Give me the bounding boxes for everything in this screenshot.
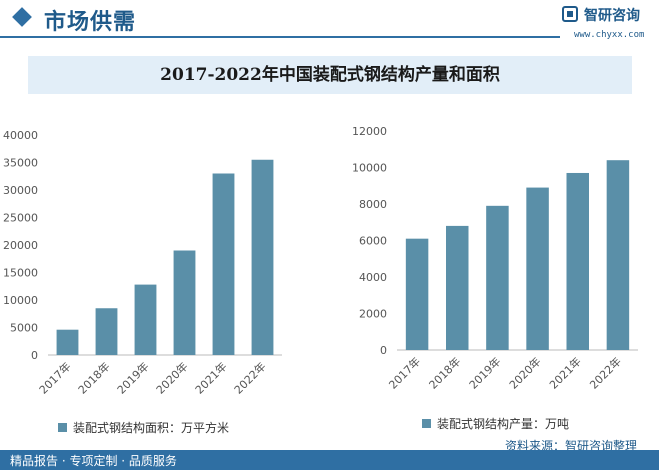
bar [95, 308, 118, 355]
y-tick-label: 15000 [3, 267, 38, 280]
y-tick-label: 0 [380, 344, 387, 357]
bar [56, 329, 79, 355]
y-tick-label: 40000 [3, 129, 38, 142]
y-tick-label: 5000 [10, 322, 38, 335]
bar [486, 205, 509, 350]
logo-icon [562, 6, 578, 22]
y-tick-label: 35000 [3, 157, 38, 170]
bar [566, 172, 589, 350]
title-band: 2017-2022年中国装配式钢结构产量和面积 [28, 56, 632, 94]
header-divider [0, 36, 560, 38]
section-title: 市场供需 [44, 10, 137, 35]
bar [251, 159, 274, 355]
y-tick-label: 12000 [352, 125, 387, 138]
brand-url[interactable]: www.chyxx.com [574, 30, 645, 40]
brand-name: 智研咨询 [584, 8, 640, 24]
x-tick-label: 2020年 [506, 354, 543, 391]
y-tick-label: 20000 [3, 239, 38, 252]
y-tick-label: 4000 [359, 271, 387, 284]
x-tick-label: 2021年 [546, 354, 583, 391]
legend-label: 装配式钢结构产量：万吨 [437, 416, 569, 431]
y-tick-label: 8000 [359, 198, 387, 211]
x-tick-label: 2017年 [386, 354, 423, 391]
y-tick-label: 30000 [3, 184, 38, 197]
bar [212, 173, 235, 355]
output-bar-chart: 0 2000 4000 6000 8000 10000 12000 2017年 2018年 201… [352, 125, 638, 431]
bar [446, 225, 469, 350]
bar [134, 284, 157, 355]
y-tick-label: 2000 [359, 308, 387, 321]
chart-title: 2017-2022年中国装配式钢结构产量和面积 [160, 65, 500, 85]
y-tick-label: 0 [31, 349, 38, 362]
bar [526, 187, 549, 350]
x-tick-label: 2018年 [426, 354, 463, 391]
legend-swatch [422, 419, 431, 428]
source-note: 资料来源：智研咨询整理 [505, 439, 638, 453]
y-tick-label: 6000 [359, 235, 387, 248]
legend-swatch [58, 423, 67, 432]
header: 市场供需 智研咨询 www.chyxx.com [0, 0, 659, 40]
bar [173, 250, 196, 355]
bar [405, 238, 429, 350]
legend-label: 装配式钢结构面积：万平方米 [73, 420, 229, 435]
y-tick-label: 25000 [3, 212, 38, 225]
footer-tagline: 精品报告 · 专项定制 · 品质服务 [10, 454, 177, 468]
x-tick-label: 2019年 [466, 354, 503, 391]
x-tick-label: 2022年 [587, 354, 624, 391]
y-tick-label: 10000 [3, 294, 38, 307]
bar [606, 160, 630, 350]
area-bar-chart: 0 5000 10000 15000 20000 25000 30000 35000 40000… [3, 129, 282, 435]
y-tick-label: 10000 [352, 162, 387, 175]
footer-band [0, 450, 659, 470]
